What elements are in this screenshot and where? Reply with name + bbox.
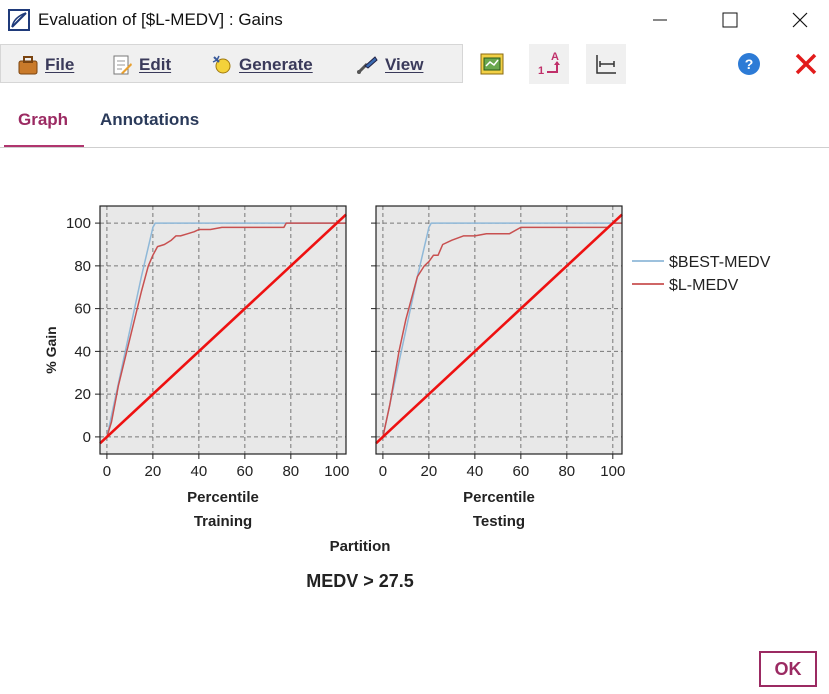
partition-label: Testing — [473, 513, 525, 530]
title-bar: Evaluation of [$L-MEDV] : Gains — [0, 0, 829, 40]
menu-generate-label: Generate — [239, 55, 313, 74]
svg-text:1: 1 — [538, 65, 544, 77]
l-medv-line — [382, 222, 622, 438]
help-icon: ? — [738, 53, 760, 75]
y-axis-label: % Gain — [43, 326, 59, 373]
menu-edit[interactable]: Edit — [111, 53, 171, 77]
generate-icon — [212, 55, 231, 74]
y-tick-label: 60 — [74, 301, 91, 318]
menu-bar: File Edit Generate View — [0, 44, 463, 83]
axis-range-button[interactable] — [586, 44, 626, 84]
x-tick-label: 60 — [512, 463, 529, 480]
y-tick-label: 80 — [74, 258, 91, 275]
axis-range-icon — [596, 55, 616, 74]
menu-edit-label: Edit — [139, 55, 172, 74]
x-axis-label: Percentile — [463, 489, 535, 506]
baseline-line — [375, 213, 623, 445]
y-tick-label: 40 — [74, 343, 91, 360]
sort-button[interactable]: A 1 — [529, 44, 569, 84]
gains-chart: 0 20 40 60 80 100 Percentile Training 0 20 40 60 80 1… — [43, 205, 771, 591]
legend-label: $BEST-MEDV — [669, 254, 771, 271]
minimize-button[interactable] — [637, 4, 683, 36]
app-icon — [8, 9, 30, 31]
close-red-icon — [795, 53, 817, 75]
tab-graph[interactable]: Graph — [18, 110, 69, 129]
tab-bar: Graph Annotations — [0, 100, 829, 148]
briefcase-icon — [18, 56, 38, 75]
maximize-icon — [722, 12, 738, 28]
y-tick-label: 0 — [83, 429, 91, 446]
partition-label: Training — [194, 513, 252, 530]
window-title: Evaluation of [$L-MEDV] : Gains — [38, 10, 283, 29]
sort-icon: A 1 — [538, 51, 560, 77]
l-medv-line — [106, 222, 346, 438]
menu-file[interactable]: File — [17, 53, 74, 77]
x-tick-label: 40 — [191, 463, 208, 480]
y-tick-label: 20 — [74, 386, 91, 403]
x-tick-label: 80 — [282, 463, 299, 480]
edit-icon — [113, 55, 132, 75]
export-icon — [480, 53, 504, 75]
best-medv-line — [106, 222, 346, 438]
svg-text:?: ? — [745, 56, 754, 72]
x-tick-label: 0 — [379, 463, 387, 480]
plot-frame — [99, 205, 347, 455]
baseline-line — [99, 213, 347, 445]
menu-view-label: View — [385, 55, 424, 74]
chart-title: MEDV > 27.5 — [306, 571, 414, 591]
tab-divider — [0, 147, 829, 148]
menu-generate[interactable]: Generate — [211, 53, 313, 77]
active-tab-indicator — [4, 145, 84, 148]
x-tick-label: 80 — [558, 463, 575, 480]
plot-frame — [375, 205, 623, 455]
ok-button[interactable]: OK — [759, 651, 817, 687]
x-tick-label: 60 — [236, 463, 253, 480]
x-axis-label: Percentile — [187, 489, 259, 506]
minimize-icon — [653, 19, 667, 21]
menu-file-label: File — [45, 55, 75, 74]
help-button[interactable]: ? — [729, 44, 769, 84]
legend-label: $L-MEDV — [669, 277, 739, 294]
export-button[interactable] — [472, 44, 512, 84]
tab-annotations[interactable]: Annotations — [100, 110, 200, 129]
partition-axis-label: Partition — [330, 538, 391, 555]
x-tick-label: 20 — [421, 463, 438, 480]
x-tick-label: 40 — [467, 463, 484, 480]
close-icon — [792, 12, 808, 28]
close-button[interactable] — [777, 4, 823, 36]
x-tick-label: 100 — [600, 463, 625, 480]
maximize-button[interactable] — [707, 4, 753, 36]
y-tick-label: 100 — [66, 215, 91, 232]
x-tick-label: 100 — [324, 463, 349, 480]
svg-text:A: A — [551, 51, 559, 63]
x-tick-label: 0 — [103, 463, 111, 480]
x-tick-label: 20 — [145, 463, 162, 480]
view-icon — [356, 56, 378, 75]
menu-view[interactable]: View — [355, 53, 423, 77]
close-dialog-button[interactable] — [786, 44, 826, 84]
